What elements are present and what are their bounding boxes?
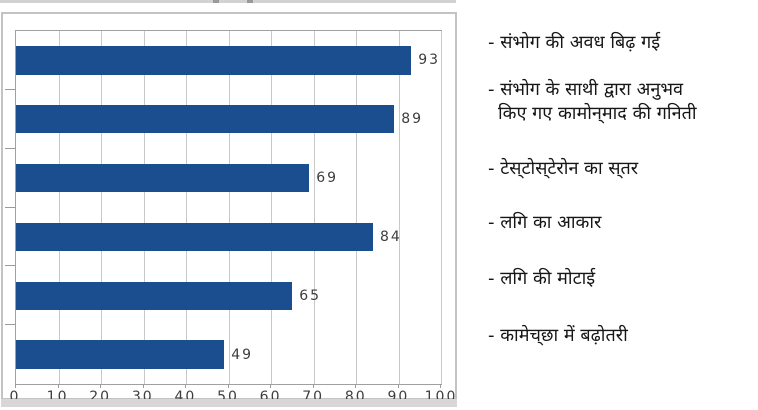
x-tick-label: 0 <box>9 389 21 405</box>
x-tick-mark <box>270 384 271 388</box>
cropped-text-mark <box>247 0 253 3</box>
x-tick-mark <box>142 384 144 388</box>
y-tick-mark <box>5 147 15 149</box>
y-tick-mark <box>5 324 15 326</box>
category-label-list: - संभोग की अवध बिढ़ गई - संभोग के साथी द… <box>470 0 758 410</box>
y-tick-mark <box>5 206 15 208</box>
gridline <box>58 31 60 384</box>
x-tick-mark <box>100 384 101 388</box>
category-label-text: - कामेच्‌छा में बढ़ोतरी <box>488 325 628 346</box>
category-label-text: - लगि की मोटाई <box>488 268 596 289</box>
bar-row: 93 <box>16 31 441 90</box>
bar-value-label: 93 <box>418 52 441 69</box>
bar <box>16 222 373 252</box>
gridline <box>186 31 187 384</box>
gridline <box>101 31 102 384</box>
bar <box>16 163 310 193</box>
gridline <box>143 31 145 384</box>
bar-value-label: 69 <box>316 170 339 187</box>
bar-chart-panel: 93 89 69 84 65 49 0 10 20 30 40 50 60 70 80 90 100 <box>1 12 457 405</box>
bar <box>16 46 412 75</box>
bar-row: 65 <box>16 266 441 325</box>
bar-row: 84 <box>16 208 441 267</box>
bar-value-label: 89 <box>401 111 424 128</box>
category-label-text: - संभोग के साथी द्वारा अनुभव <box>488 79 683 100</box>
category-label-2: - संभोग के साथी द्वारा अनुभव किए गए कामो… <box>488 78 697 126</box>
bar-row: 49 <box>16 325 441 384</box>
category-label-4: - लगि का आकार <box>488 211 601 235</box>
gridline <box>271 31 272 384</box>
category-label-1: - संभोग की अवध बिढ़ गई <box>488 31 660 55</box>
plot-area: 93 89 69 84 65 49 <box>15 30 442 385</box>
gridline <box>441 31 442 384</box>
bar-row: 89 <box>16 90 441 149</box>
bar <box>16 105 395 134</box>
category-label-5: - लगि की मोटाई <box>488 267 595 291</box>
cropped-title-fragment <box>0 0 456 3</box>
x-tick-mark <box>185 384 186 388</box>
x-tick-mark <box>15 384 16 388</box>
bottom-gray-strip <box>1 399 457 407</box>
gridline <box>313 31 315 384</box>
bar-value-label: 84 <box>380 228 402 245</box>
category-label-3: - टेस्‌टोस्‌टेरोन का स्‌तर <box>488 157 638 181</box>
category-label-text: किए गए कामोन्‌माद की गनिती <box>498 103 697 124</box>
x-tick-mark <box>355 384 356 388</box>
bar-value-label: 49 <box>231 346 254 363</box>
bar-row: 69 <box>16 149 441 208</box>
bar-value-label: 65 <box>299 287 322 304</box>
y-tick-mark <box>5 265 15 267</box>
x-tick-mark <box>312 384 314 388</box>
category-label-text: - संभोग की अवध बिढ़ गई <box>488 32 661 53</box>
x-tick-mark <box>397 384 399 388</box>
x-tick-mark <box>57 384 59 388</box>
gridline <box>228 31 230 384</box>
category-label-text: - लगि का आकार <box>488 212 602 233</box>
cropped-text-mark <box>213 0 219 3</box>
category-label-text: - टेस्‌टोस्‌टेरोन का स्‌तर <box>488 158 639 179</box>
x-tick-mark <box>440 384 441 388</box>
x-tick-mark <box>227 384 229 388</box>
gridline <box>398 31 400 384</box>
bar <box>16 281 293 310</box>
category-label-6: - कामेच्‌छा में बढ़ोतरी <box>488 324 628 348</box>
bar <box>16 340 225 369</box>
y-tick-mark <box>5 88 15 90</box>
gridline <box>356 31 357 384</box>
